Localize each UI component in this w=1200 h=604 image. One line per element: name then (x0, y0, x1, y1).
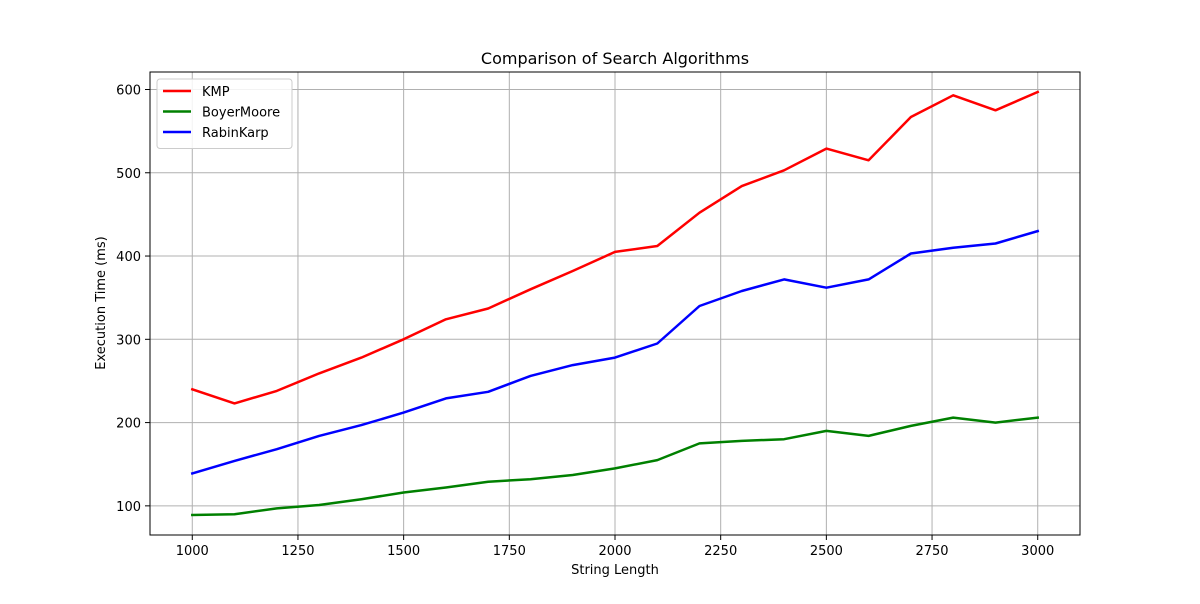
tick-layer: 1000 1250 1500 1750 2000 2250 2500 2750 3000 100 2… (116, 83, 1054, 559)
x-tick-label: 1500 (387, 544, 420, 559)
y-tick-label: 500 (116, 167, 141, 182)
series-line-kmp (190, 90, 1040, 405)
x-tick-label: 3000 (1021, 544, 1054, 559)
legend-label-kmp: KMP (202, 85, 230, 100)
legend-label-rabinkarp: RabinKarp (202, 126, 269, 141)
chart-title: Comparison of Search Algorithms (481, 49, 749, 68)
series-line-boyermoore (191, 416, 1040, 517)
y-tick-label: 100 (116, 500, 141, 515)
x-tick-label: 2750 (915, 544, 948, 559)
y-axis-label: Execution Time (ms) (94, 236, 109, 369)
x-axis-label: String Length (571, 563, 659, 578)
series-line-rabinkarp (190, 229, 1040, 475)
y-tick-label: 400 (116, 250, 141, 265)
legend: KMP BoyerMoore RabinKarp (156, 78, 293, 149)
x-tick-label: 2250 (704, 544, 737, 559)
x-tick-label: 1750 (493, 544, 526, 559)
x-tick-label: 2500 (810, 544, 843, 559)
x-tick-label: 1000 (176, 544, 209, 559)
series-layer (190, 90, 1040, 517)
legend-label-boyermoore: BoyerMoore (202, 106, 280, 121)
x-tick-label: 2000 (598, 544, 631, 559)
y-tick-label: 600 (116, 83, 141, 98)
y-tick-label: 200 (116, 417, 141, 432)
y-tick-label: 300 (116, 333, 141, 348)
x-tick-label: 1250 (281, 544, 314, 559)
